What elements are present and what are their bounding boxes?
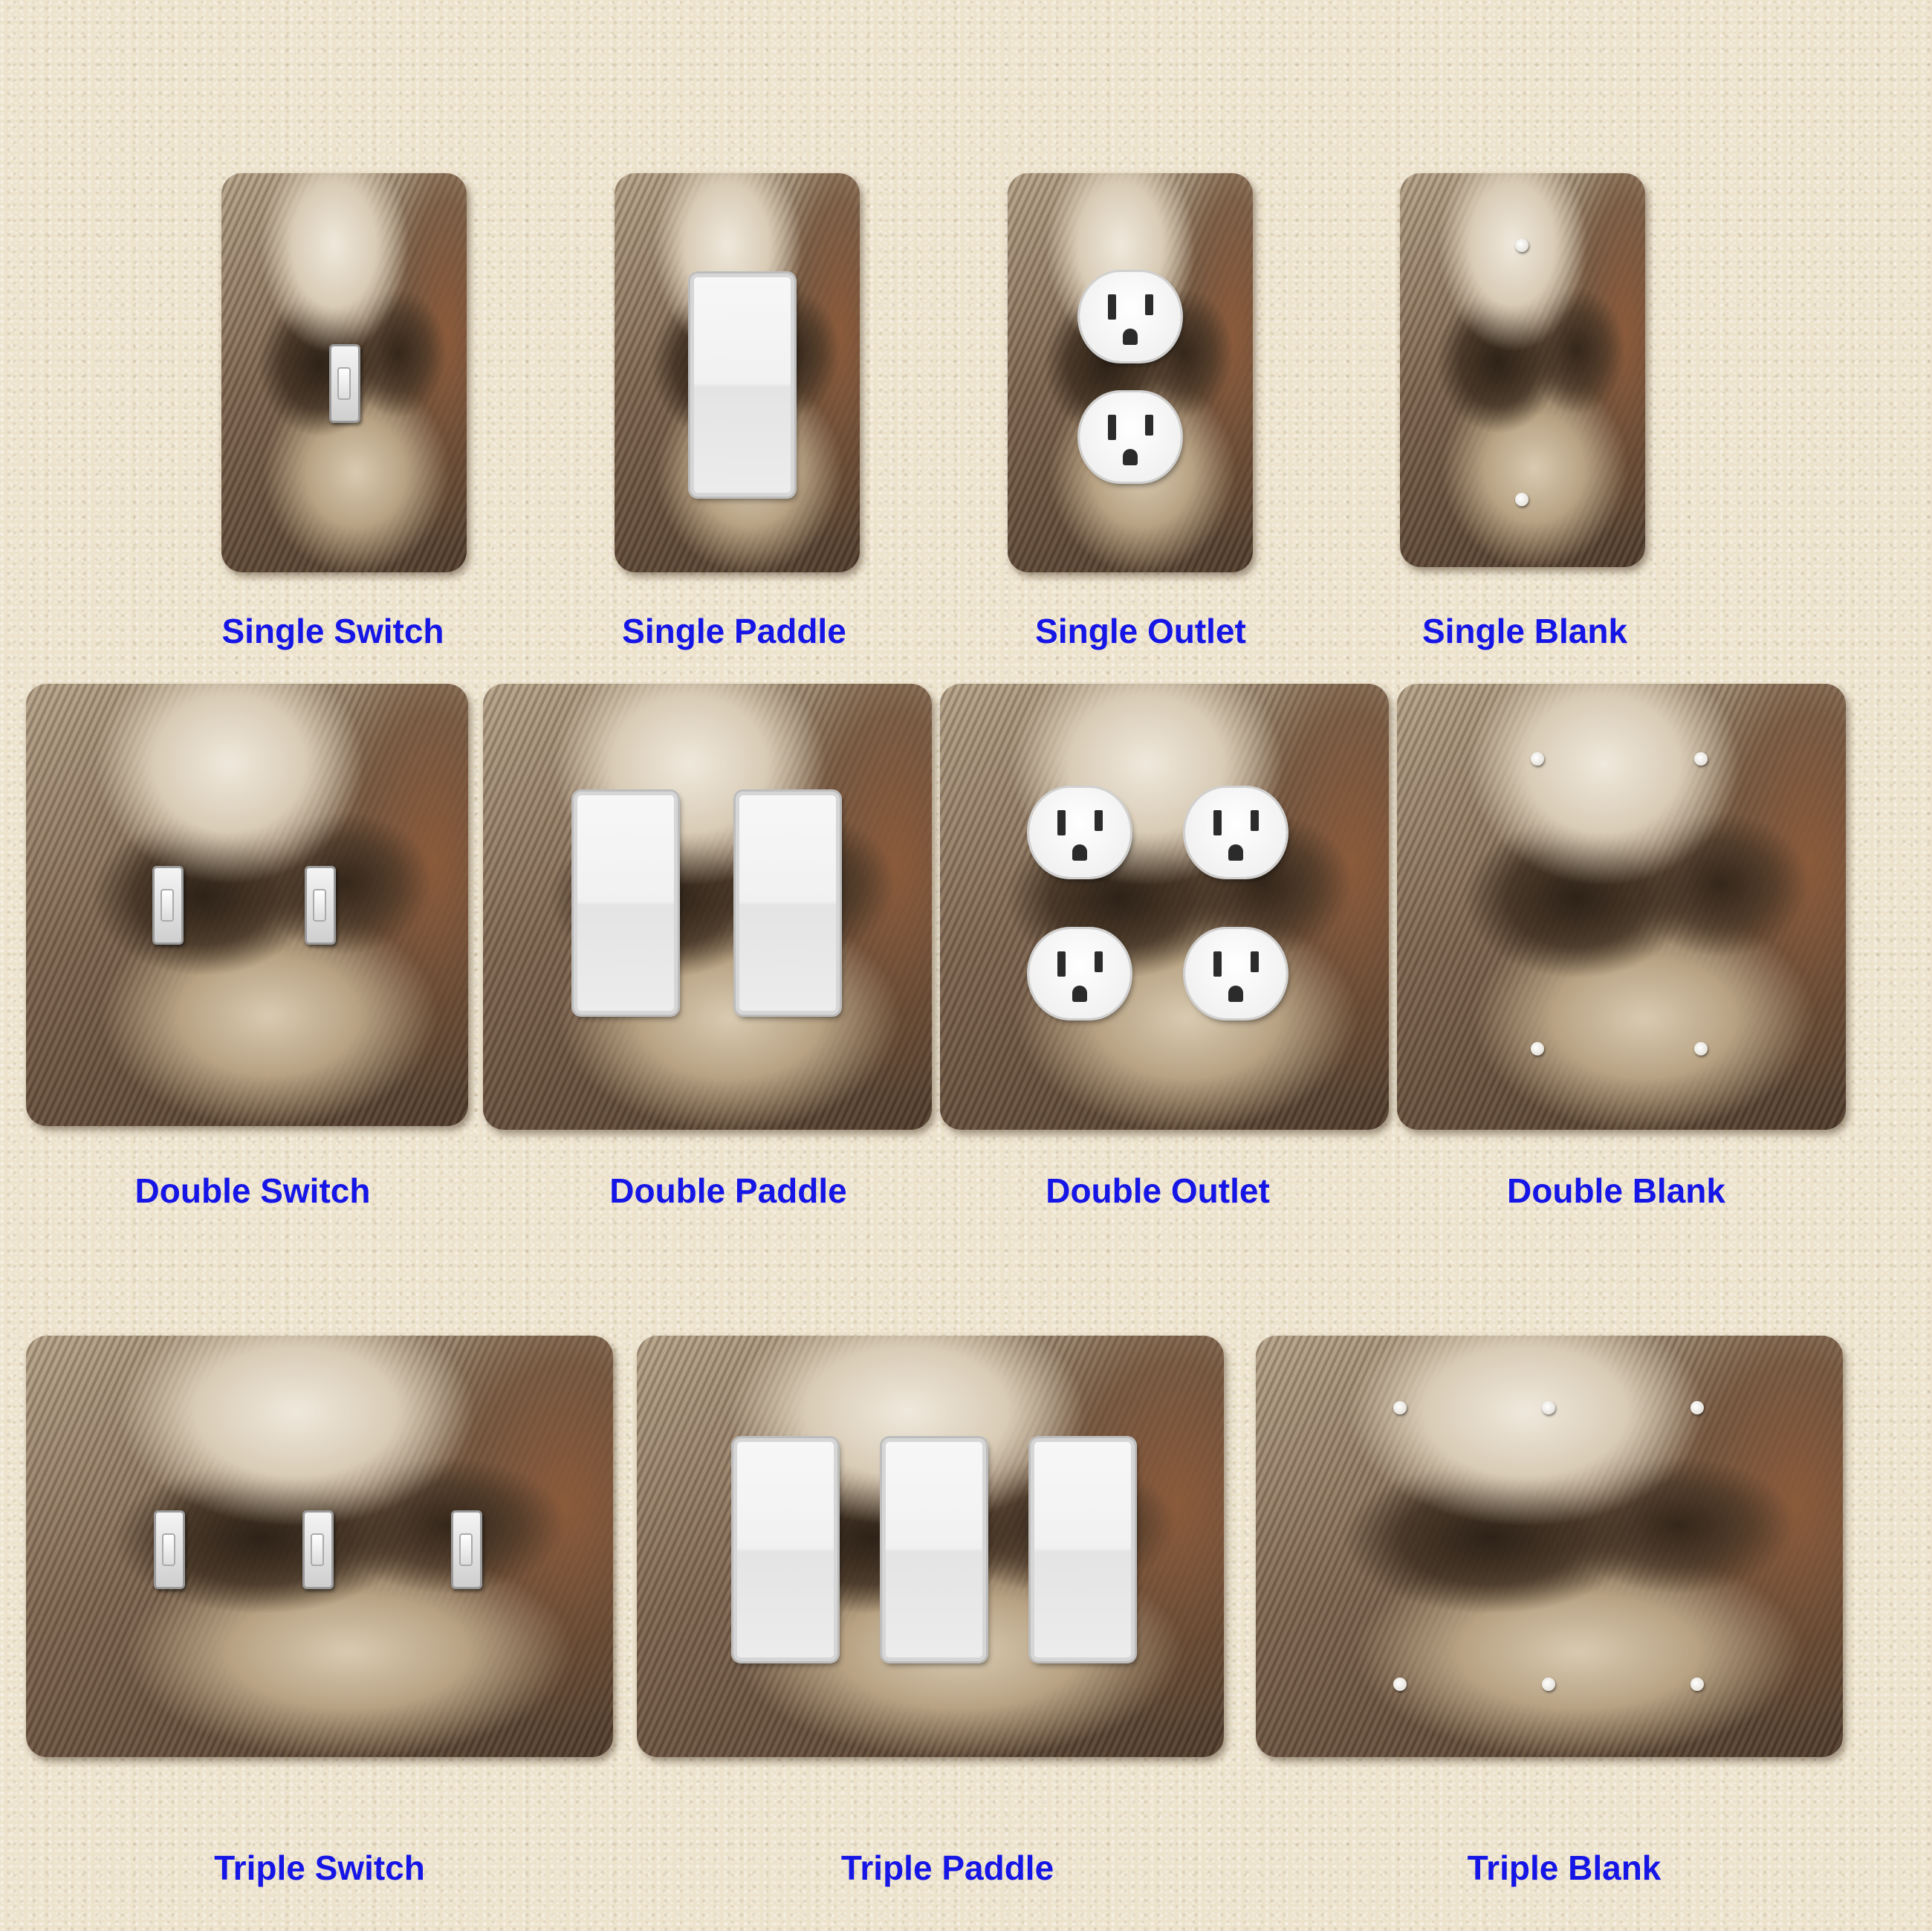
rocker-paddle-icon: [736, 792, 840, 1015]
screw-hole-icon: [1542, 1678, 1555, 1691]
triple-switch-plate: [26, 1336, 613, 1757]
screw-hole-icon: [1393, 1401, 1407, 1414]
rocker-paddle-icon: [1031, 1438, 1135, 1661]
duplex-outlet-icon: [1080, 272, 1181, 361]
rocker-paddle-icon: [733, 1438, 837, 1661]
caption-single-paddle: Single Paddle: [622, 612, 846, 650]
toggle-switch-icon: [154, 1510, 185, 1589]
double-switch-plate: [26, 684, 468, 1126]
double-paddle-plate: [483, 684, 932, 1130]
caption-triple-paddle: Triple Paddle: [840, 1848, 1054, 1887]
toggle-switch-icon: [329, 344, 360, 423]
single-switch-plate: [221, 173, 467, 572]
screw-hole-icon: [1690, 1678, 1704, 1691]
screw-hole-icon: [1690, 1401, 1704, 1414]
double-blank-plate: [1397, 684, 1846, 1130]
screw-hole-icon: [1694, 1042, 1708, 1055]
caption-single-blank: Single Blank: [1422, 612, 1628, 650]
caption-triple-blank: Triple Blank: [1467, 1848, 1662, 1887]
caption-double-switch: Double Switch: [134, 1171, 371, 1210]
screw-hole-icon: [1515, 239, 1529, 252]
caption-double-blank: Double Blank: [1507, 1171, 1725, 1210]
duplex-outlet-icon: [1029, 929, 1130, 1018]
screw-hole-icon: [1694, 752, 1708, 766]
toggle-switch-icon: [302, 1510, 334, 1589]
duplex-outlet-icon: [1185, 788, 1286, 877]
rocker-paddle-icon: [690, 274, 794, 497]
toggle-switch-icon: [451, 1510, 482, 1589]
caption-double-outlet: Double Outlet: [1046, 1171, 1270, 1210]
triple-blank-plate: [1256, 1336, 1843, 1757]
screw-hole-icon: [1531, 752, 1544, 766]
caption-double-paddle: Double Paddle: [609, 1171, 847, 1210]
duplex-outlet-icon: [1029, 788, 1130, 877]
caption-single-outlet: Single Outlet: [1035, 612, 1246, 650]
rocker-paddle-icon: [882, 1438, 986, 1661]
screw-hole-icon: [1531, 1042, 1544, 1055]
caption-triple-switch: Triple Switch: [214, 1848, 425, 1887]
duplex-outlet-icon: [1080, 392, 1181, 482]
rocker-paddle-icon: [574, 792, 678, 1015]
toggle-switch-icon: [305, 866, 336, 945]
caption-single-switch: Single Switch: [221, 612, 444, 650]
single-blank-plate: [1400, 173, 1645, 567]
single-outlet-plate: [1008, 173, 1253, 572]
toggle-switch-icon: [152, 866, 184, 945]
single-paddle-plate: [615, 173, 860, 572]
screw-hole-icon: [1542, 1401, 1555, 1414]
duplex-outlet-icon: [1185, 929, 1286, 1018]
triple-paddle-plate: [637, 1336, 1224, 1757]
double-outlet-plate: [940, 684, 1389, 1130]
screw-hole-icon: [1515, 493, 1529, 506]
screw-hole-icon: [1393, 1678, 1407, 1691]
